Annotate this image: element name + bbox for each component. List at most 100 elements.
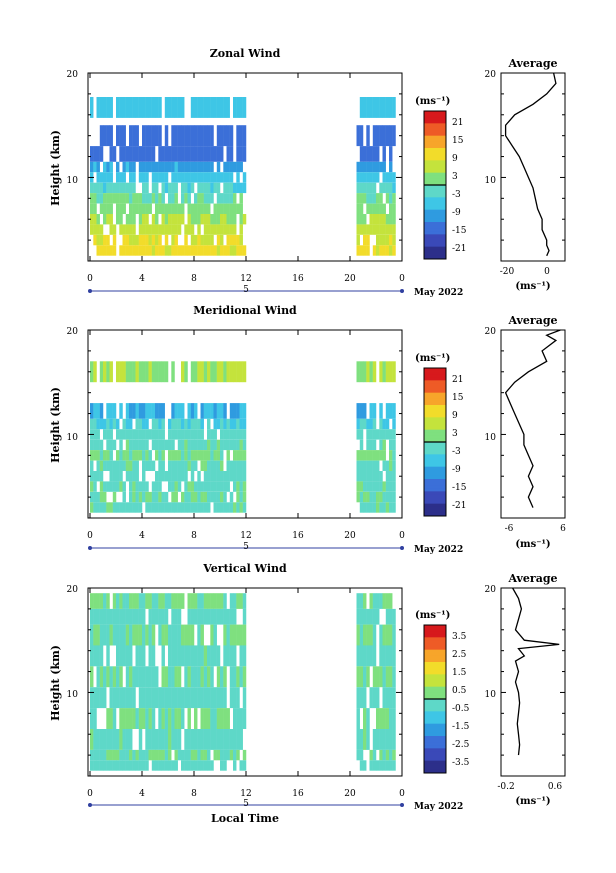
heatmap-cell xyxy=(177,608,182,625)
heatmap-cell xyxy=(389,624,393,646)
heatmap-cell xyxy=(385,193,390,204)
heatmap-cell xyxy=(389,608,393,625)
heatmap-cell xyxy=(239,97,243,118)
heatmap-cell xyxy=(129,460,133,471)
heatmap-cell xyxy=(145,593,149,609)
heatmap-cell xyxy=(207,708,211,729)
colorbar-segment xyxy=(424,475,446,480)
heatmap-cell xyxy=(216,481,221,492)
heatmap-cell xyxy=(103,172,107,183)
heatmap-cell xyxy=(181,687,185,709)
heatmap-cell xyxy=(181,403,185,419)
heatmap-cell xyxy=(168,193,172,204)
heatmap-cell xyxy=(151,491,156,503)
heatmap-cell xyxy=(223,125,227,147)
heatmap-cell xyxy=(122,687,126,709)
heatmap-cell xyxy=(376,666,380,688)
heatmap-cell xyxy=(184,687,188,709)
panel-meridional-avg-unit: (ms⁻¹) xyxy=(515,539,550,550)
colorbar-segment xyxy=(424,389,446,394)
colorbar-segment xyxy=(424,491,446,495)
heatmap-cell xyxy=(161,491,165,503)
heatmap-cell xyxy=(379,161,383,173)
heatmap-cell xyxy=(216,502,221,513)
heatmap-cell xyxy=(187,203,191,214)
colorbar-segment xyxy=(424,637,446,641)
colorbar-segment xyxy=(424,423,446,427)
heatmap-cell xyxy=(220,193,224,204)
heatmap-cell xyxy=(181,460,185,471)
heatmap-cell xyxy=(236,593,240,609)
colorbar-segment xyxy=(424,506,446,511)
heatmap-cell xyxy=(363,146,367,162)
heatmap-cell xyxy=(392,481,396,492)
heatmap-cell xyxy=(194,760,198,771)
heatmap-cell xyxy=(125,234,130,246)
heatmap-cell xyxy=(138,146,143,162)
heatmap-cell xyxy=(190,749,195,761)
heatmap-cell xyxy=(145,234,149,246)
heatmap-cell xyxy=(236,439,240,451)
colorbar-segment xyxy=(424,649,446,654)
heatmap-cell xyxy=(392,234,396,246)
heatmap-cell xyxy=(223,760,227,771)
heatmap-cell xyxy=(119,687,123,709)
heatmap-cell xyxy=(236,471,240,482)
colorbar-segment xyxy=(424,763,446,768)
heatmap-cell xyxy=(382,182,386,194)
heatmap-cell xyxy=(99,502,104,513)
heatmap-cell xyxy=(138,97,143,118)
heatmap-cell xyxy=(103,203,107,214)
heatmap-cell xyxy=(106,172,110,183)
heatmap-cell xyxy=(389,491,393,503)
heatmap-cell xyxy=(239,666,243,688)
heatmap-cell xyxy=(203,193,208,204)
heatmap-cell xyxy=(122,729,126,750)
heatmap-cell xyxy=(164,214,169,225)
heatmap-cell xyxy=(216,749,221,761)
heatmap-cell xyxy=(363,234,367,246)
heatmap-cell xyxy=(233,749,237,761)
heatmap-cell xyxy=(119,245,123,256)
panel-vertical-cbar-tick-1: 2.5 xyxy=(452,650,467,660)
heatmap-cell xyxy=(359,666,364,688)
heatmap-cell xyxy=(93,439,97,451)
heatmap-cell xyxy=(132,593,136,609)
heatmap-cell xyxy=(96,403,100,419)
colorbar-segment xyxy=(424,442,446,446)
heatmap-cell xyxy=(93,471,97,482)
heatmap-cell xyxy=(379,450,383,461)
heatmap-cell xyxy=(356,418,360,430)
heatmap-cell xyxy=(200,439,204,451)
heatmap-cell xyxy=(125,666,130,688)
heatmap-cell xyxy=(385,749,390,761)
heatmap-cell xyxy=(187,749,191,761)
heatmap-cell xyxy=(138,624,143,646)
panel-zonal-xtick-20: 20 xyxy=(344,274,356,284)
heatmap-cell xyxy=(132,502,136,513)
heatmap-cell xyxy=(369,645,373,667)
heatmap-cell xyxy=(203,481,208,492)
heatmap-cell xyxy=(239,361,243,383)
heatmap-cell xyxy=(389,645,393,667)
heatmap-cell xyxy=(233,708,237,729)
heatmap-cell xyxy=(233,429,237,440)
panel-meridional-colorbar-unit: (ms⁻¹) xyxy=(415,353,450,364)
heatmap-cell xyxy=(207,224,211,235)
heatmap-cell xyxy=(236,182,240,194)
heatmap-cell xyxy=(203,729,208,750)
heatmap-cell xyxy=(372,729,377,750)
heatmap-cell xyxy=(392,429,396,440)
heatmap-cell xyxy=(155,182,159,194)
heatmap-cell xyxy=(190,608,195,625)
heatmap-cell xyxy=(158,439,162,451)
heatmap-cell xyxy=(106,361,110,383)
heatmap-cell xyxy=(174,481,178,492)
colorbar-segment xyxy=(424,392,446,397)
heatmap-cell xyxy=(161,749,165,761)
heatmap-cell xyxy=(369,491,373,503)
heatmap-cell xyxy=(151,749,156,761)
heatmap-cell xyxy=(236,245,240,256)
heatmap-cell xyxy=(155,97,159,118)
heatmap-cell xyxy=(190,418,195,430)
